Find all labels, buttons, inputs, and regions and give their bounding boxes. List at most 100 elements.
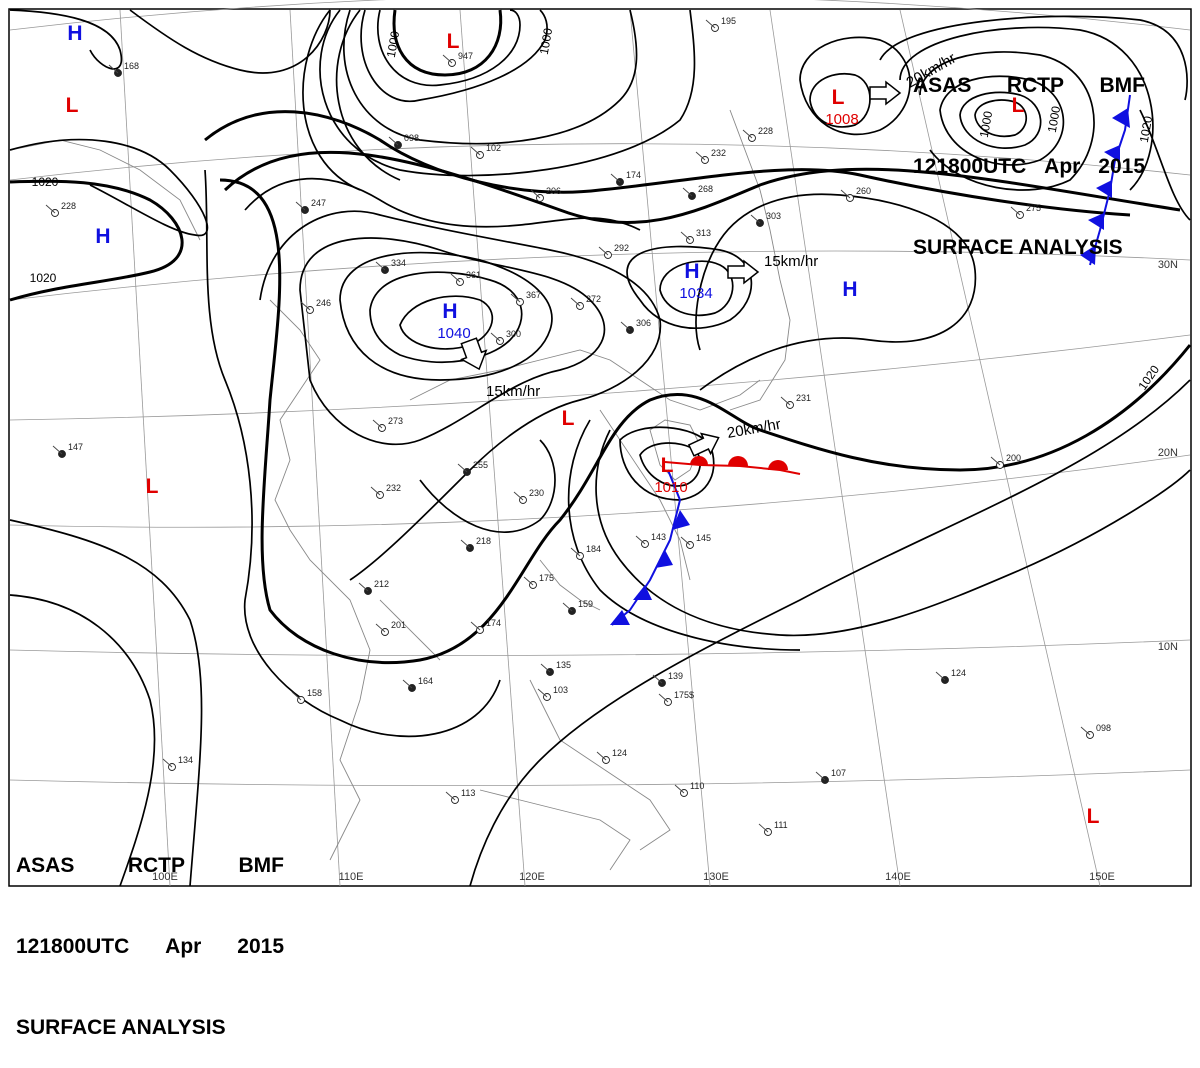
station-plot: 206 <box>530 186 561 202</box>
low-pressure-center: L <box>1012 94 1025 117</box>
station-pressure: 174 <box>486 618 501 628</box>
pressure-letter: H <box>95 225 110 248</box>
station-pressure: 184 <box>586 544 601 554</box>
station-pressure: 107 <box>831 768 846 778</box>
wind-barb-icon <box>682 187 693 197</box>
station-plot: 361 <box>450 270 481 286</box>
header-agency: ASAS <box>913 74 972 97</box>
station-plot: 334 <box>375 258 406 274</box>
station-pressure: 292 <box>614 243 629 253</box>
header-agency: ASAS <box>16 854 75 877</box>
pressure-letter: H <box>842 278 857 301</box>
pressure-systems: H L H L L H 1040 H 1034 H L 1008 L L L 1010 L <box>66 22 1100 828</box>
pressure-letter: L <box>562 407 575 430</box>
motion-speed-label: 15km/hr <box>486 383 540 400</box>
station-plot: 124 <box>596 748 627 764</box>
low-pressure-center: L 1008 <box>825 86 858 128</box>
station-plot: 174 <box>470 618 501 634</box>
cold-front-triangle <box>672 510 690 530</box>
wind-barb-icon <box>840 189 851 199</box>
station-plot: 247 <box>295 198 326 214</box>
station-plot: 158 <box>291 688 322 704</box>
station-pressure: 231 <box>796 393 811 403</box>
pressure-letter: L <box>832 86 845 109</box>
wind-barb-icon <box>680 536 691 546</box>
station-plot: 135 <box>540 660 571 676</box>
wind-barb-icon <box>523 576 534 586</box>
isobar-label: 1020 <box>32 175 59 189</box>
wind-barb-icon <box>815 771 826 781</box>
isobar-label: 1020 <box>30 271 57 285</box>
header-top: ASAS RCTP BMF 121800UTC Apr 2015 SURFACE ANA… <box>913 18 1145 288</box>
station-pressure: 124 <box>612 748 627 758</box>
central-pressure: 1040 <box>437 325 470 342</box>
pressure-letter: L <box>1087 805 1100 828</box>
low-pressure-center: L <box>66 94 79 117</box>
station-pressure: 303 <box>766 211 781 221</box>
station-plot: 273 <box>372 416 403 432</box>
wind-barb-icon <box>780 396 791 406</box>
wind-barb-icon <box>300 301 311 311</box>
station-plot: 143 <box>635 532 666 548</box>
station-pressure: 230 <box>529 488 544 498</box>
station-pressure: 275 <box>1026 203 1041 213</box>
motion-arrows <box>459 80 902 457</box>
isobar-label: 1000 <box>1045 105 1063 134</box>
motion-speed-label: 15km/hr <box>764 253 818 270</box>
station-pressure: 232 <box>386 483 401 493</box>
station-plot: 159 <box>562 599 593 615</box>
station-pressure: 334 <box>391 258 406 268</box>
station-plot: 168 <box>108 61 139 77</box>
warm-front-semicircle <box>728 456 748 466</box>
station-pressure: 361 <box>466 270 481 280</box>
station-pressure: 247 <box>311 198 326 208</box>
header-code: BMF <box>1099 74 1146 97</box>
station-plot: 195 <box>705 16 736 32</box>
station-plot: 164 <box>402 676 433 692</box>
station-plot: 124 <box>935 668 966 684</box>
wind-barb-icon <box>45 204 56 214</box>
station-pressure: 147 <box>68 442 83 452</box>
low-pressure-center: L <box>1087 805 1100 828</box>
wind-barb-icon <box>935 671 946 681</box>
wind-barb-icon <box>445 791 456 801</box>
station-plot: 260 <box>840 186 871 202</box>
header-title: SURFACE ANALYSIS <box>913 236 1123 259</box>
station-plot: 175$ <box>658 690 694 706</box>
cold-front-triangle <box>1104 145 1120 162</box>
station-plot: 313 <box>680 228 711 244</box>
latitude-label: 30N <box>1158 259 1178 271</box>
wind-barb-icon <box>610 173 621 183</box>
station-plot: 201 <box>375 620 406 636</box>
station-plot: 303 <box>750 211 781 227</box>
wind-barb-icon <box>513 491 524 501</box>
station-plot: 947 <box>442 51 473 67</box>
station-plot: 300 <box>490 329 521 345</box>
motion-arrow-icon <box>869 80 902 106</box>
wind-barb-icon <box>358 582 369 592</box>
station-plot: 306 <box>620 318 651 334</box>
station-pressure: 212 <box>374 579 389 589</box>
station-plot: 218 <box>460 536 491 552</box>
wind-barb-icon <box>652 674 663 684</box>
header-station: RCTP <box>127 854 186 877</box>
header-bottom: ASAS RCTP BMF 121800UTC Apr 2015 SURFACE ANA… <box>16 798 284 1068</box>
station-pressure: 164 <box>418 676 433 686</box>
header-year: 2015 <box>237 935 284 958</box>
longitude-label: 110E <box>339 871 364 883</box>
wind-barb-icon <box>705 19 716 29</box>
wind-barb-icon <box>562 602 573 612</box>
station-pressure: 255 <box>473 460 488 470</box>
latitude-label: 10N <box>1158 641 1178 653</box>
wind-barb-icon <box>620 321 631 331</box>
station-pressure: 111 <box>774 820 788 830</box>
high-pressure-center: H 1034 <box>679 260 712 302</box>
pressure-letter: L <box>661 454 674 477</box>
pressure-letter: H <box>442 300 457 323</box>
wind-barb-icon <box>450 273 461 283</box>
longitude-label: 100E <box>152 871 178 883</box>
wind-barb-icon <box>596 751 607 761</box>
wind-barb-icon <box>674 784 685 794</box>
warm-front-semicircle <box>768 460 788 470</box>
station-pressure: 168 <box>124 61 139 71</box>
